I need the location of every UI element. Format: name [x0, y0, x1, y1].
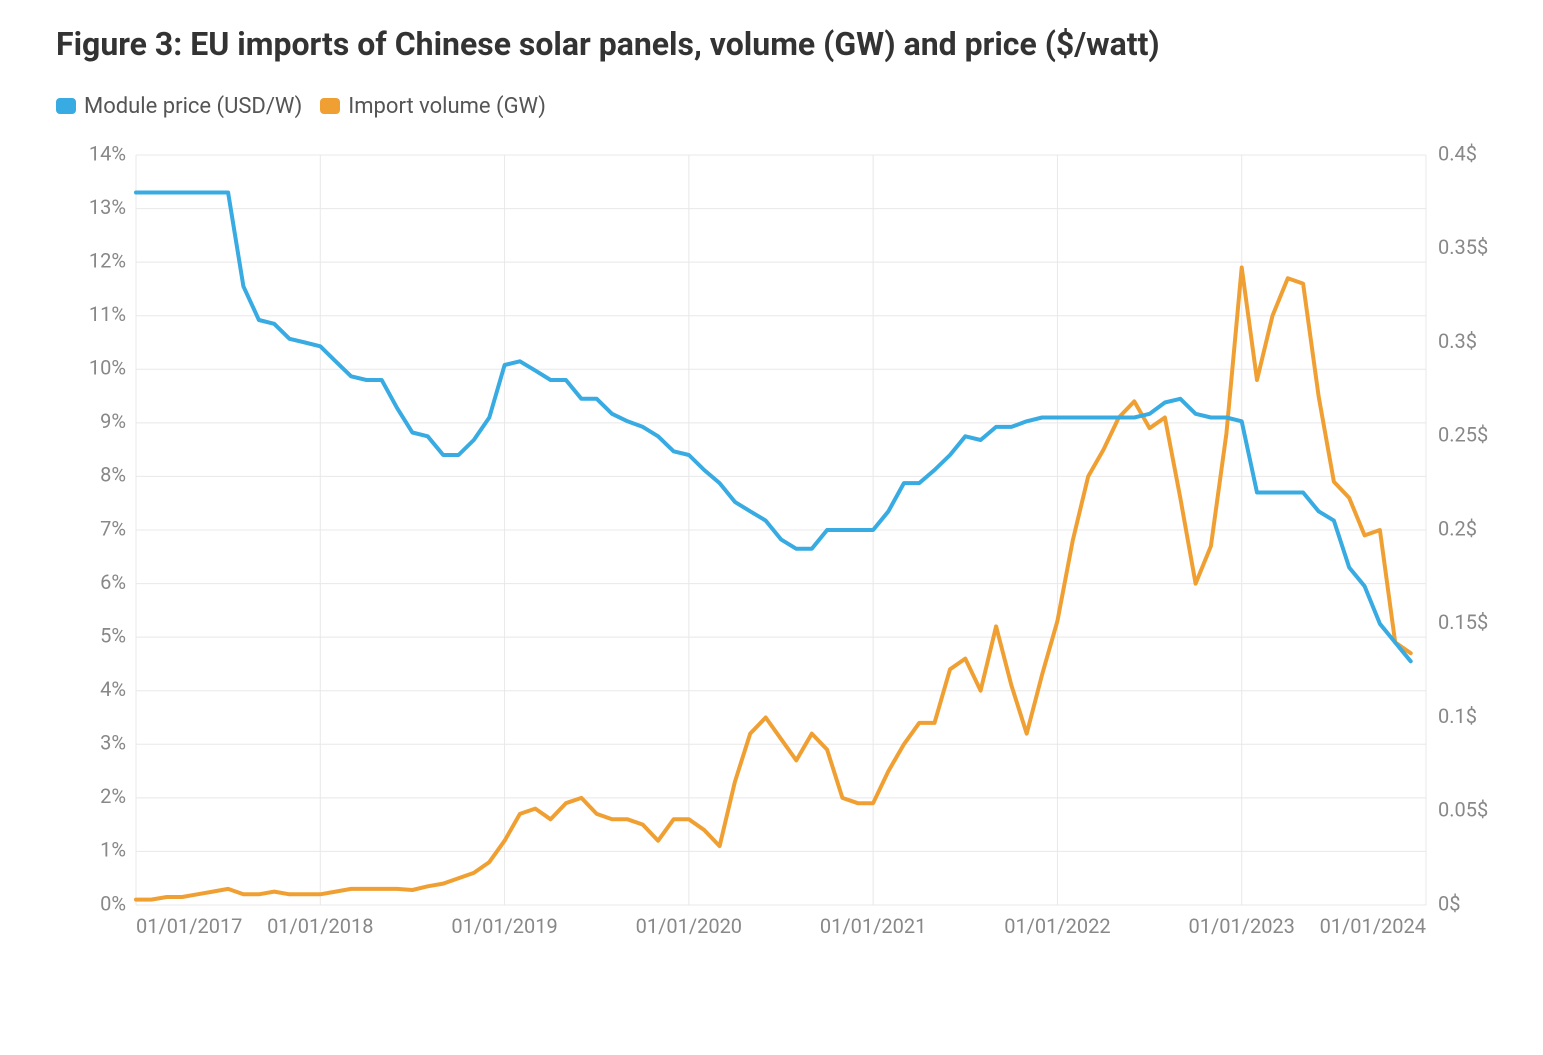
- svg-text:9%: 9%: [100, 409, 126, 433]
- svg-text:2%: 2%: [100, 784, 126, 808]
- legend-label-volume: Import volume (GW): [348, 94, 546, 119]
- svg-text:3%: 3%: [100, 730, 126, 754]
- legend-swatch-price: [56, 98, 76, 114]
- svg-text:0.35$: 0.35$: [1438, 235, 1488, 259]
- svg-text:8%: 8%: [100, 462, 126, 486]
- svg-text:01/01/2020: 01/01/2020: [636, 914, 742, 938]
- svg-text:5%: 5%: [100, 623, 126, 647]
- svg-text:0.3$: 0.3$: [1438, 328, 1477, 352]
- svg-text:0.1$: 0.1$: [1438, 703, 1477, 727]
- svg-text:0%: 0%: [100, 891, 126, 915]
- svg-text:0.05$: 0.05$: [1438, 797, 1488, 821]
- legend-item-volume: Import volume (GW): [320, 94, 546, 119]
- svg-text:6%: 6%: [100, 569, 126, 593]
- page-title: Figure 3: EU imports of Chinese solar pa…: [56, 24, 1256, 66]
- legend: Module price (USD/W) Import volume (GW): [56, 94, 1503, 119]
- svg-text:14%: 14%: [89, 141, 126, 165]
- svg-text:0$: 0$: [1438, 891, 1460, 915]
- figure-container: Figure 3: EU imports of Chinese solar pa…: [0, 0, 1543, 1055]
- svg-text:01/01/2022: 01/01/2022: [1004, 914, 1110, 938]
- svg-text:10%: 10%: [89, 355, 126, 379]
- svg-text:0.4$: 0.4$: [1438, 141, 1477, 165]
- svg-text:01/01/2019: 01/01/2019: [451, 914, 557, 938]
- svg-text:11%: 11%: [89, 302, 126, 326]
- svg-text:0.2$: 0.2$: [1438, 516, 1477, 540]
- svg-text:01/01/2017: 01/01/2017: [136, 914, 242, 938]
- svg-text:13%: 13%: [89, 194, 126, 218]
- svg-text:7%: 7%: [100, 516, 126, 540]
- svg-text:12%: 12%: [89, 248, 126, 272]
- svg-text:4%: 4%: [100, 677, 126, 701]
- legend-label-price: Module price (USD/W): [84, 94, 302, 119]
- svg-text:01/01/2024: 01/01/2024: [1320, 914, 1426, 938]
- legend-item-price: Module price (USD/W): [56, 94, 302, 119]
- svg-text:01/01/2018: 01/01/2018: [267, 914, 373, 938]
- svg-text:1%: 1%: [100, 837, 126, 861]
- svg-text:01/01/2021: 01/01/2021: [820, 914, 926, 938]
- chart: 0% 1% 2% 3% 4% 5% 6% 7% 8% 9% 10% 11% 12% 13% 14% 0$ 0.0…: [56, 135, 1503, 959]
- chart-svg: 0% 1% 2% 3% 4% 5% 6% 7% 8% 9% 10% 11% 12% 13% 14% 0$ 0.0…: [56, 135, 1516, 955]
- legend-swatch-volume: [320, 98, 340, 114]
- svg-text:0.25$: 0.25$: [1438, 422, 1488, 446]
- svg-text:0.15$: 0.15$: [1438, 610, 1488, 634]
- svg-text:01/01/2023: 01/01/2023: [1188, 914, 1294, 938]
